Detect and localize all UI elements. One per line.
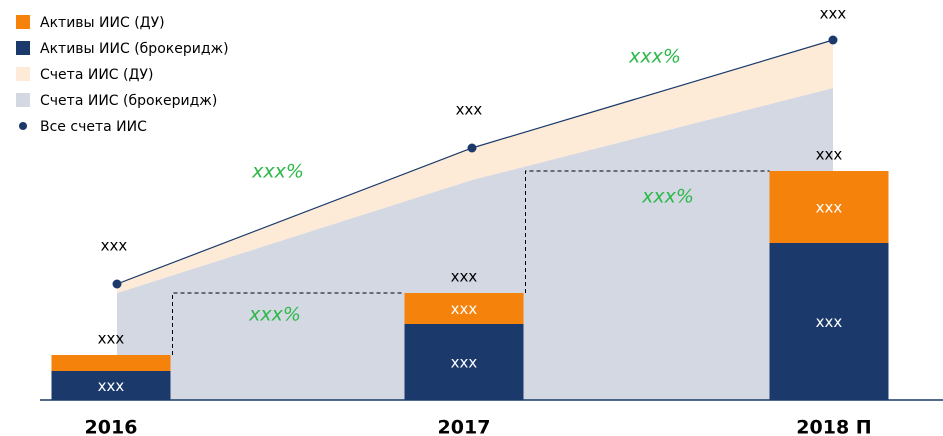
legend-label: Счета ИИС (ДУ) <box>40 67 153 83</box>
legend-marker <box>16 15 30 29</box>
growth-annotation: xxx% <box>641 186 694 208</box>
x-tick-label: 2018 П <box>796 417 871 436</box>
bar-label: xxx <box>451 300 478 318</box>
legend-label: Все счета ИИС <box>40 119 147 135</box>
bar <box>769 171 889 243</box>
line-label: xxx <box>101 237 128 255</box>
legend-marker <box>16 67 30 81</box>
legend-marker <box>19 122 27 130</box>
line-point <box>828 35 838 45</box>
bar-label: xxx <box>98 377 125 395</box>
legend-marker <box>16 41 30 55</box>
line-label: xxx <box>820 5 847 23</box>
legend-label: Активы ИИС (ДУ) <box>40 15 165 31</box>
bar-total-label: xxx <box>451 268 478 286</box>
legend-label: Счета ИИС (брокеридж) <box>40 93 217 109</box>
legend-label: Активы ИИС (брокеридж) <box>40 41 229 57</box>
bar-label: xxx <box>816 199 843 217</box>
x-tick-label: 2016 <box>85 417 138 436</box>
line-point <box>467 143 477 153</box>
bar <box>51 355 171 371</box>
area <box>117 40 833 293</box>
bar-label: xxx <box>451 354 478 372</box>
bar <box>404 324 524 400</box>
growth-annotation: xxx% <box>251 161 304 183</box>
bar <box>769 243 889 400</box>
line-label: xxx <box>456 101 483 119</box>
bar-total-label: xxx <box>816 146 843 164</box>
growth-annotation: xxx% <box>628 46 681 68</box>
growth-annotation: xxx% <box>248 304 301 326</box>
bar-total-label: xxx <box>98 330 125 348</box>
bar-label: xxx <box>816 313 843 331</box>
line-point <box>112 279 122 289</box>
bar <box>404 293 524 324</box>
legend-marker <box>16 93 30 107</box>
connector <box>525 170 770 293</box>
bar <box>51 371 171 400</box>
x-tick-label: 2017 <box>438 417 491 436</box>
area <box>117 88 833 400</box>
